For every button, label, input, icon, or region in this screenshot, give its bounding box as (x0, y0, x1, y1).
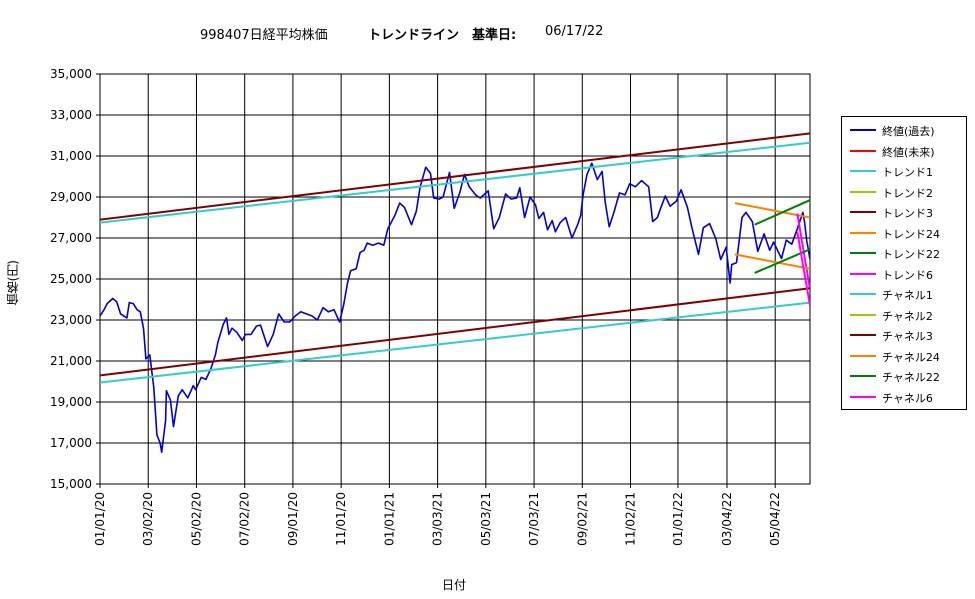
legend-item: トレンド24 (842, 224, 966, 242)
series-line-0 (100, 162, 810, 454)
legend-label: チャネル1 (882, 289, 933, 302)
legend-item: チャネル22 (842, 367, 966, 385)
legend-swatch (850, 313, 876, 316)
legend-swatch (850, 272, 876, 275)
legend-swatch (850, 395, 876, 398)
legend-swatch (850, 354, 876, 357)
legend-swatch (850, 334, 876, 336)
y-tick-label: 31,000 (50, 149, 92, 163)
x-tick-label: 09/01/20 (286, 492, 300, 546)
legend-swatch (850, 375, 876, 377)
series-line-6 (754, 199, 810, 226)
x-tick-label: 09/02/21 (575, 492, 589, 546)
legend-swatch (850, 231, 876, 234)
x-tick-label: 01/01/20 (93, 492, 107, 546)
x-tick-label: 01/01/21 (382, 492, 396, 546)
y-tick-label: 33,000 (50, 108, 92, 122)
x-tick-label: 11/02/21 (624, 492, 638, 546)
legend-label: トレンド3 (882, 207, 933, 220)
legend-item: チャネル1 (842, 285, 966, 303)
x-tick-label: 07/03/21 (527, 492, 541, 546)
legend-label: トレンド1 (882, 166, 933, 179)
legend-label: チャネル2 (882, 309, 933, 323)
legend-label: チャネル6 (882, 391, 933, 405)
chart-title: 998407日経平均株価 トレンドライン 基準日: 06/17/22 (0, 24, 975, 44)
title-trendline-label: トレンドライン 基準日: (368, 28, 517, 43)
y-tick-label: 35,000 (50, 67, 92, 81)
title-symbol: 998407日経平均株価 (200, 28, 328, 43)
legend-label: チャネル24 (882, 350, 940, 364)
x-tick-label: 03/03/21 (431, 492, 445, 546)
legend-item: トレンド3 (842, 203, 966, 221)
series-line-8 (100, 301, 810, 384)
legend-swatch (850, 129, 876, 131)
y-tick-label: 21,000 (50, 354, 92, 368)
x-tick-label: 05/03/21 (479, 492, 493, 546)
x-tick-label: 05/02/20 (189, 492, 203, 546)
legend-item: チャネル6 (842, 388, 966, 406)
legend-swatch (850, 293, 876, 295)
legend-label: トレンド24 (882, 227, 940, 241)
legend-label: 終値(過去) (882, 125, 935, 138)
series-line-4 (100, 132, 810, 221)
legend-item: 終値(未来) (842, 142, 966, 160)
y-tick-label: 25,000 (50, 272, 92, 286)
legend-swatch (850, 211, 876, 213)
plot-area (99, 73, 811, 485)
legend-label: チャネル3 (882, 330, 933, 343)
legend-swatch (850, 252, 876, 254)
series-line-10 (100, 287, 810, 377)
legend-swatch (850, 149, 876, 152)
legend-label: トレンド6 (882, 268, 933, 282)
legend-label: トレンド22 (882, 248, 940, 261)
series-line-13 (796, 231, 810, 306)
x-tick-label: 11/01/20 (334, 492, 348, 546)
legend-item: トレンド1 (842, 162, 966, 180)
y-tick-label: 17,000 (50, 436, 92, 450)
legend-swatch (850, 170, 876, 172)
legend-swatch (850, 190, 876, 193)
title-base-date: 06/17/22 (545, 24, 604, 39)
legend-item: チャネル2 (842, 306, 966, 324)
legend-item: トレンド6 (842, 265, 966, 283)
y-tick-label: 19,000 (50, 395, 92, 409)
legend-label: 終値(未来) (882, 145, 935, 159)
y-tick-label: 29,000 (50, 190, 92, 204)
series-line-2 (100, 141, 810, 224)
chart-legend: 終値(過去) 終値(未来) トレンド1 トレンド2 トレンド3 トレンド24 トレンド22 ト… (841, 116, 967, 410)
x-tick-label: 01/01/22 (671, 492, 685, 546)
series-line-11 (734, 253, 810, 270)
legend-item: 終値(過去) (842, 121, 966, 139)
x-tick-label: 03/02/20 (141, 492, 155, 546)
legend-item: トレンド2 (842, 183, 966, 201)
legend-item: チャネル24 (842, 347, 966, 365)
x-tick-label: 05/04/22 (768, 492, 782, 546)
y-tick-label: 27,000 (50, 231, 92, 245)
x-tick-label: 03/04/22 (720, 492, 734, 546)
legend-item: チャネル3 (842, 326, 966, 344)
y-axis-label: 価格(円) (6, 260, 20, 306)
legend-item: トレンド22 (842, 244, 966, 262)
y-tick-label: 15,000 (50, 477, 92, 491)
x-tick-label: 07/02/20 (238, 492, 252, 546)
legend-label: トレンド2 (882, 186, 933, 200)
legend-label: チャネル22 (882, 371, 940, 384)
y-tick-label: 23,000 (50, 313, 92, 327)
x-axis-label: 日付 (442, 578, 467, 592)
